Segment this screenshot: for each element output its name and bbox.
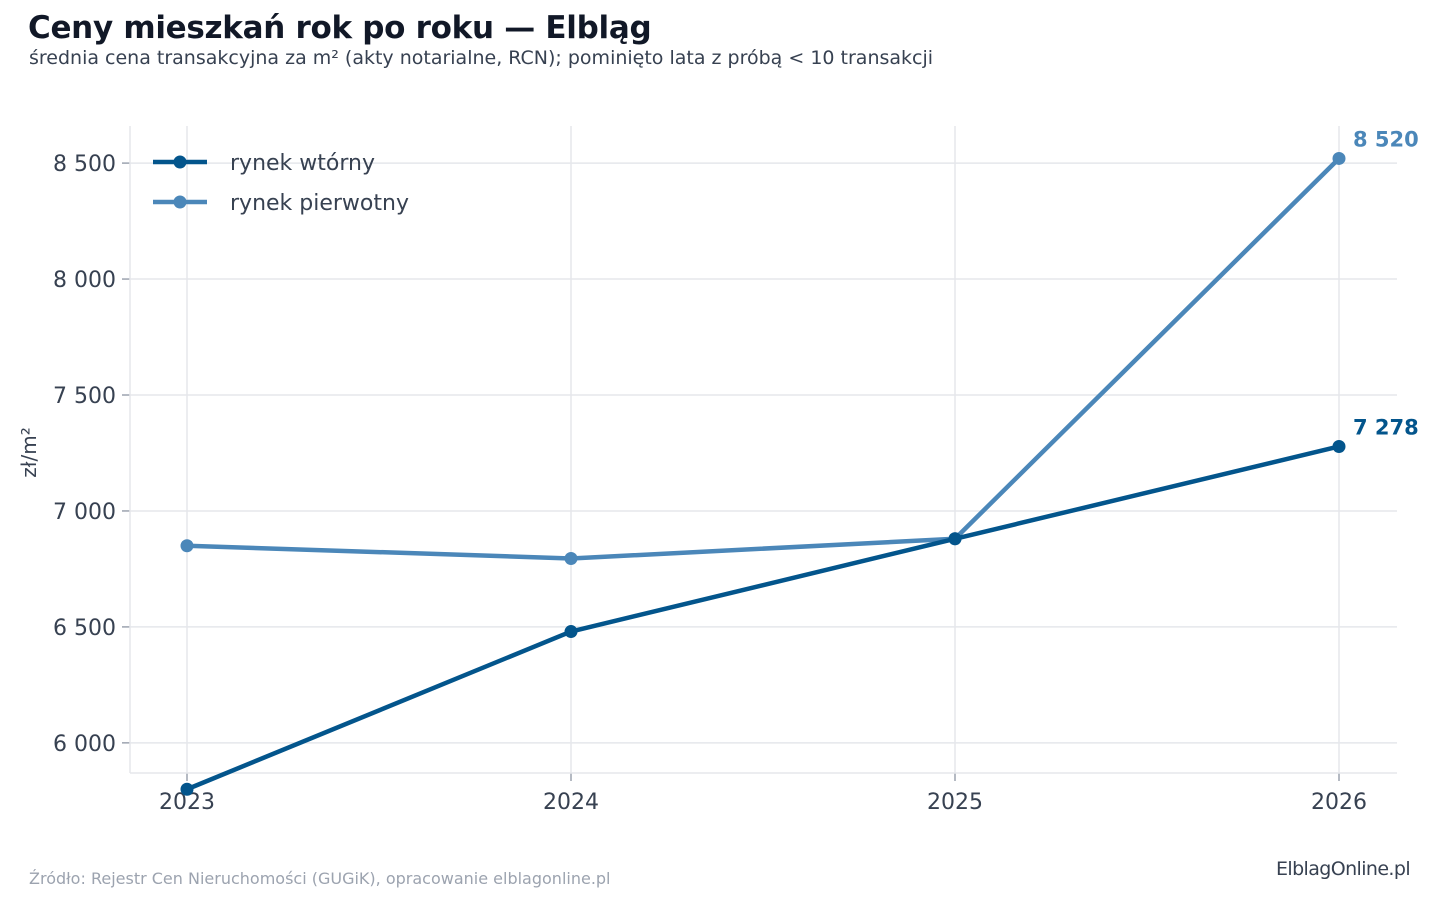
- series-line: [184, 156, 1342, 561]
- y-tick-label: 7 000: [53, 500, 116, 525]
- legend-label: rynek pierwotny: [230, 191, 409, 216]
- grid-layer: [130, 126, 1397, 773]
- y-tick-label: 8 000: [53, 268, 116, 293]
- chart-title: Ceny mieszkań rok po roku — Elbląg: [28, 10, 652, 46]
- y-tick-label: 6 500: [53, 616, 116, 641]
- y-tick-label: 7 500: [53, 384, 116, 409]
- data-point: [1332, 151, 1346, 165]
- chart-subtitle: średnia cena transakcyjna za m² (akty no…: [29, 47, 934, 69]
- legend-swatch-marker: [173, 155, 187, 169]
- site-logo[interactable]: ElblagOnline.pl: [1276, 858, 1411, 880]
- data-point: [564, 551, 578, 565]
- legend-swatch-marker: [173, 195, 187, 209]
- series-line: [184, 444, 1342, 792]
- y-tick-label: 6 000: [53, 732, 116, 757]
- y-tick-label: 8 500: [53, 152, 116, 177]
- data-label: 8 520: [1353, 127, 1419, 151]
- x-tick-label: 2025: [927, 790, 983, 815]
- y-axis-label: zł/m²: [17, 427, 41, 477]
- data-point: [1332, 439, 1346, 453]
- x-tick-label: 2024: [543, 790, 599, 815]
- source-note: Źródło: Rejestr Cen Nieruchomości (GUGiK…: [29, 869, 611, 888]
- data-point: [564, 625, 578, 639]
- x-tick-label: 2026: [1311, 790, 1367, 815]
- data-label: 7 278: [1353, 415, 1419, 439]
- legend-label: rynek wtórny: [230, 151, 375, 176]
- data-point: [180, 539, 194, 553]
- series-layer: 8 520 7 278: [180, 127, 1419, 796]
- data-point: [948, 532, 962, 546]
- data-point: [180, 782, 194, 796]
- legend: rynek wtórny rynek pierwotny: [153, 151, 409, 216]
